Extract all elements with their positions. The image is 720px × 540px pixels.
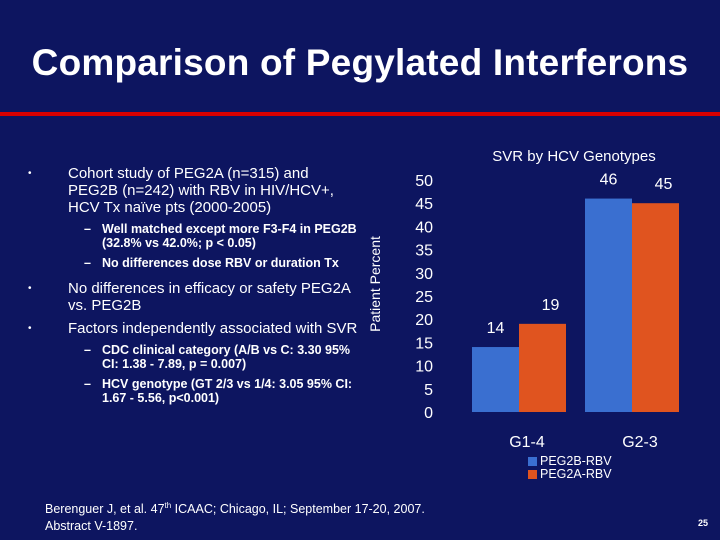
bar-value-label: 19 [542,297,560,314]
legend-swatch [528,470,537,479]
y-tick-label: 10 [415,359,433,376]
bullet-item: • Cohort study of PEG2A (n=315) and PEG2… [28,165,360,216]
chart-legend: PEG2B-RBV PEG2A-RBV [528,455,612,481]
y-tick-label: 30 [415,266,433,283]
y-tick-label: 0 [424,405,433,422]
x-category-label: G2-3 [622,434,658,451]
bullet-list: • Cohort study of PEG2A (n=315) and PEG2… [28,165,360,411]
bar [472,347,519,412]
dash-glyph: – [84,222,91,236]
y-tick-label: 45 [415,196,433,213]
sub-bullet-item: – Well matched except more F3-F4 in PEG2… [28,222,360,250]
page-number: 25 [697,518,708,528]
bullet-item: • No differences in efficacy or safety P… [28,280,360,314]
bar-value-label: 45 [655,176,673,193]
citation-superscript: th [164,501,172,510]
y-tick-label: 40 [415,219,433,236]
bar [519,323,566,412]
legend-swatch [528,457,537,466]
dash-glyph: – [84,377,91,391]
sub-bullet-item: – HCV genotype (GT 2/3 vs 1/4: 3.05 95% … [28,377,360,405]
y-tick-label: 25 [415,289,433,306]
bullet-item: • Factors independently associated with … [28,320,360,337]
chart-title: SVR by HCV Genotypes [492,148,655,165]
citation: Berenguer J, et al. 47th ICAAC; Chicago,… [45,497,425,535]
legend-label: PEG2B-RBV [540,454,612,468]
bar-value-label: 46 [600,172,618,189]
citation-text: ICAAC; Chicago, IL; September 17-20, 200… [171,502,425,517]
slide-title: Comparison of Pegylated Interferons [31,42,689,83]
sub-bullet-item: – No differences dose RBV or duration Tx [28,256,360,270]
sub-bullet-text-cdc: CDC clinical category (A/B vs C: 3.30 95… [102,343,351,371]
y-tick-label: 5 [424,382,433,399]
sub-bullet-text-matched: Well matched except more F3-F4 in PEG2B … [102,222,357,250]
title-divider [0,112,720,116]
x-category-label: G1-4 [509,434,545,451]
bar-value-label: 14 [487,320,505,337]
bullet-text-factors: Factors independently associated with SV… [68,320,358,337]
legend-item: PEG2B-RBV [528,455,612,468]
sub-bullet-text-genotype: HCV genotype (GT 2/3 vs 1/4: 3.05 95% CI… [102,377,353,405]
y-tick-label: 50 [415,173,433,190]
sub-bullet-item: – CDC clinical category (A/B vs C: 3.30 … [28,343,360,371]
citation-text: Berenguer J, et al. 47 [45,502,165,517]
citation-line-2: Abstract V-1897. [45,519,138,534]
dash-glyph: – [84,343,91,357]
y-axis-label: Patient Percent [367,236,383,332]
bullet-glyph: • [28,283,32,294]
y-tick-label: 15 [415,335,433,352]
bar [632,203,679,412]
dash-glyph: – [84,256,91,270]
legend-item: PEG2A-RBV [528,468,612,481]
bullet-glyph: • [28,168,32,179]
bullet-glyph: • [28,323,32,334]
bar [585,198,632,412]
sub-bullet-text-dose: No differences dose RBV or duration Tx [102,256,339,270]
y-tick-label: 20 [415,312,433,329]
legend-label: PEG2A-RBV [540,467,612,481]
bullet-text-cohort: Cohort study of PEG2A (n=315) and PEG2B … [68,165,334,216]
y-tick-label: 35 [415,243,433,260]
citation-line-1: Berenguer J, et al. 47th ICAAC; Chicago,… [45,497,425,518]
bullet-text-efficacy: No differences in efficacy or safety PEG… [68,280,351,314]
